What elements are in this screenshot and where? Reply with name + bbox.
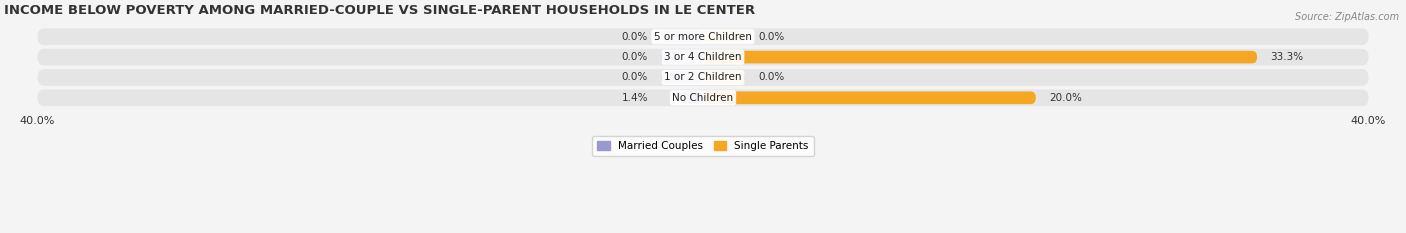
- Text: 5 or more Children: 5 or more Children: [654, 32, 752, 42]
- FancyBboxPatch shape: [661, 51, 703, 63]
- FancyBboxPatch shape: [679, 92, 703, 104]
- FancyBboxPatch shape: [38, 49, 1368, 65]
- Legend: Married Couples, Single Parents: Married Couples, Single Parents: [592, 136, 814, 156]
- Text: 20.0%: 20.0%: [1049, 93, 1083, 103]
- FancyBboxPatch shape: [703, 31, 745, 43]
- FancyBboxPatch shape: [661, 31, 703, 43]
- Text: 33.3%: 33.3%: [1271, 52, 1303, 62]
- FancyBboxPatch shape: [38, 69, 1368, 86]
- FancyBboxPatch shape: [703, 92, 1036, 104]
- Text: 0.0%: 0.0%: [758, 32, 785, 42]
- Text: No Children: No Children: [672, 93, 734, 103]
- Text: INCOME BELOW POVERTY AMONG MARRIED-COUPLE VS SINGLE-PARENT HOUSEHOLDS IN LE CENT: INCOME BELOW POVERTY AMONG MARRIED-COUPL…: [4, 4, 755, 17]
- FancyBboxPatch shape: [38, 28, 1368, 45]
- FancyBboxPatch shape: [661, 71, 703, 84]
- Text: 0.0%: 0.0%: [621, 52, 648, 62]
- Text: 0.0%: 0.0%: [621, 72, 648, 82]
- Text: Source: ZipAtlas.com: Source: ZipAtlas.com: [1295, 12, 1399, 22]
- FancyBboxPatch shape: [38, 89, 1368, 106]
- Text: 1 or 2 Children: 1 or 2 Children: [664, 72, 742, 82]
- FancyBboxPatch shape: [703, 51, 1257, 63]
- Text: 3 or 4 Children: 3 or 4 Children: [664, 52, 742, 62]
- Text: 1.4%: 1.4%: [621, 93, 648, 103]
- Text: 0.0%: 0.0%: [758, 72, 785, 82]
- FancyBboxPatch shape: [703, 71, 745, 84]
- Text: 0.0%: 0.0%: [621, 32, 648, 42]
